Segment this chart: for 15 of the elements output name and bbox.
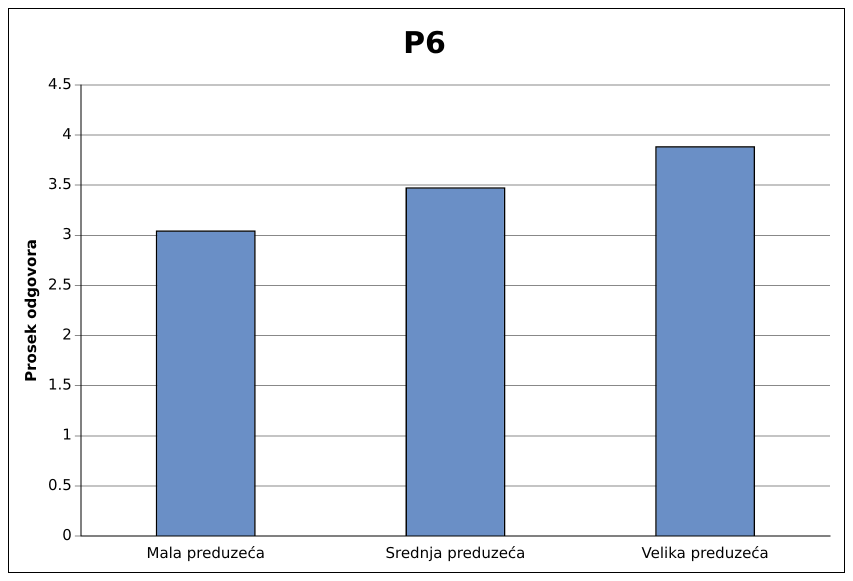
x-tick-label: Srednja preduzeća	[385, 544, 526, 562]
y-tick-label: 1	[62, 426, 72, 444]
y-tick-label: 2	[62, 325, 72, 344]
y-tick-label: 3	[62, 225, 72, 244]
y-tick-label: 3.5	[48, 175, 72, 194]
y-tick-label: 0.5	[48, 476, 72, 494]
x-tick-label: Velika preduzeća	[642, 544, 769, 562]
y-tick-label: 4.5	[48, 74, 72, 93]
y-tick-label: 4	[62, 125, 72, 143]
chart-title: P6	[403, 26, 446, 61]
y-tick-label: 2.5	[48, 275, 72, 294]
y-tick-label: 0	[62, 526, 72, 544]
y-tick-label: 1.5	[48, 376, 72, 394]
x-tick-label: Mala preduzeća	[146, 544, 265, 562]
y-axis-title: Prosek odgovora	[22, 239, 40, 382]
